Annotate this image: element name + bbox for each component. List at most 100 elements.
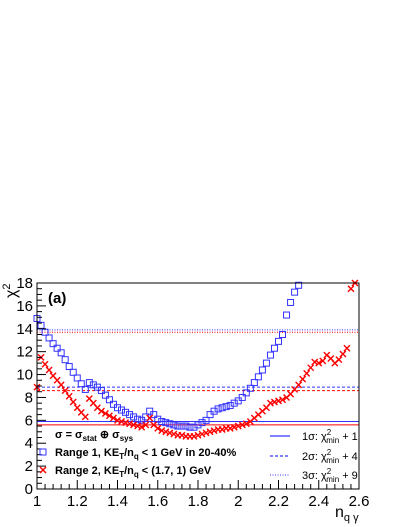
point-range-2 [202, 429, 210, 437]
point-range-2 [65, 392, 73, 400]
point-range-2 [242, 420, 250, 428]
legend-label-3sigma: 3σ: χ2 min + 9 [302, 467, 358, 484]
point-range-1 [150, 411, 158, 419]
point-range-2 [198, 430, 206, 438]
point-range-2 [162, 428, 170, 436]
point-range-2 [315, 359, 323, 367]
point-range-2 [238, 421, 246, 429]
point-range-1 [295, 281, 303, 289]
x-axis-title: nq γ [335, 504, 359, 524]
point-range-1 [279, 331, 287, 338]
point-range-1 [118, 406, 126, 414]
point-range-2 [190, 432, 198, 440]
y-tick-label: 8 [25, 389, 33, 406]
point-range-1 [222, 403, 230, 411]
point-range-2 [122, 419, 130, 427]
point-range-1 [226, 401, 234, 409]
point-range-1 [61, 356, 69, 364]
point-range-1 [266, 351, 274, 359]
legend-marker-range-1 [39, 448, 47, 456]
y-axis-title: χ2 [1, 283, 20, 298]
point-range-2 [295, 381, 303, 389]
point-range-1 [190, 423, 198, 431]
y-tick-label: 16 [16, 298, 33, 315]
legend-label-range-2: Range 2, KET/nq < (1.7, 1) GeV [55, 465, 212, 479]
x-tick-label: 2 [234, 493, 242, 510]
point-range-1 [275, 337, 282, 345]
point-range-1 [122, 408, 130, 416]
point-range-1 [166, 420, 174, 428]
point-range-1 [202, 416, 210, 424]
x-tick-label: 1.4 [107, 493, 128, 510]
point-range-1 [89, 381, 97, 389]
point-range-2 [279, 396, 287, 404]
y-tick-labels: 0 2 4 6 8 10 12 14 16 18 [16, 275, 33, 498]
point-range-2 [311, 358, 319, 366]
x-tick-label: 1.2 [67, 493, 88, 510]
point-range-1 [126, 411, 134, 419]
point-range-2 [226, 424, 234, 432]
point-range-2 [206, 428, 214, 436]
point-range-1 [291, 288, 299, 296]
point-range-2 [109, 414, 117, 422]
point-range-2 [194, 431, 202, 439]
y-tick-label: 2 [25, 458, 33, 475]
point-range-2 [335, 356, 343, 364]
point-range-2 [307, 364, 315, 372]
point-range-2 [218, 425, 226, 433]
y-tick-label: 18 [16, 275, 33, 292]
point-range-1 [73, 374, 81, 382]
point-range-1 [134, 415, 142, 423]
point-range-2 [343, 344, 351, 352]
x-tick-labels: 1 1.2 1.4 1.6 1.8 2 2.2 2.4 2.6 [33, 493, 370, 510]
point-range-2 [178, 431, 186, 439]
point-range-2 [339, 350, 347, 358]
point-range-2 [303, 369, 311, 377]
point-range-2 [134, 422, 142, 430]
point-range-2 [266, 399, 274, 407]
point-range-2 [154, 424, 162, 432]
point-range-1 [262, 359, 270, 367]
point-range-1 [85, 379, 93, 387]
point-range-2 [146, 414, 154, 422]
point-range-1 [174, 422, 182, 430]
point-range-2 [319, 357, 327, 365]
point-range-2 [97, 407, 105, 415]
point-range-1 [170, 421, 178, 429]
point-range-1 [230, 399, 238, 407]
point-range-2 [41, 360, 49, 368]
point-range-2 [138, 423, 146, 431]
point-range-1 [65, 363, 73, 371]
point-range-2 [299, 375, 307, 383]
legend-label-1sigma: 1σ: χ2 min + 1 [302, 428, 358, 445]
point-range-1 [186, 423, 194, 431]
point-range-2 [118, 417, 126, 425]
point-range-1 [246, 384, 254, 392]
point-range-1 [283, 311, 291, 319]
point-range-1 [198, 419, 206, 427]
point-range-1 [250, 379, 258, 387]
point-range-1 [114, 404, 121, 412]
legend-left: σ = σstat ⊕ σsys Range 1, KET/nq < 1 GeV… [39, 429, 236, 479]
point-range-2 [114, 416, 121, 424]
point-range-1 [178, 422, 186, 430]
point-range-1 [182, 422, 190, 430]
point-range-2 [61, 387, 69, 395]
point-range-1 [97, 387, 105, 395]
series-range-1 [33, 281, 303, 431]
point-range-1 [158, 417, 166, 425]
point-range-1 [69, 368, 77, 376]
legend-label-range-1: Range 1, KET/nq < 1 GeV in 20-40% [55, 447, 236, 461]
point-range-1 [154, 415, 162, 423]
point-range-1 [270, 344, 278, 352]
point-range-1 [254, 373, 262, 381]
point-range-2 [158, 427, 166, 435]
sigma-note: σ = σstat ⊕ σsys [55, 429, 134, 443]
legend-marker-range-2 [39, 466, 47, 474]
point-range-2 [101, 409, 109, 417]
x-tick-label: 2.2 [268, 493, 289, 510]
y-tick-label: 0 [25, 481, 33, 498]
x-tick-label: 1 [33, 493, 41, 510]
point-range-1 [242, 389, 250, 397]
